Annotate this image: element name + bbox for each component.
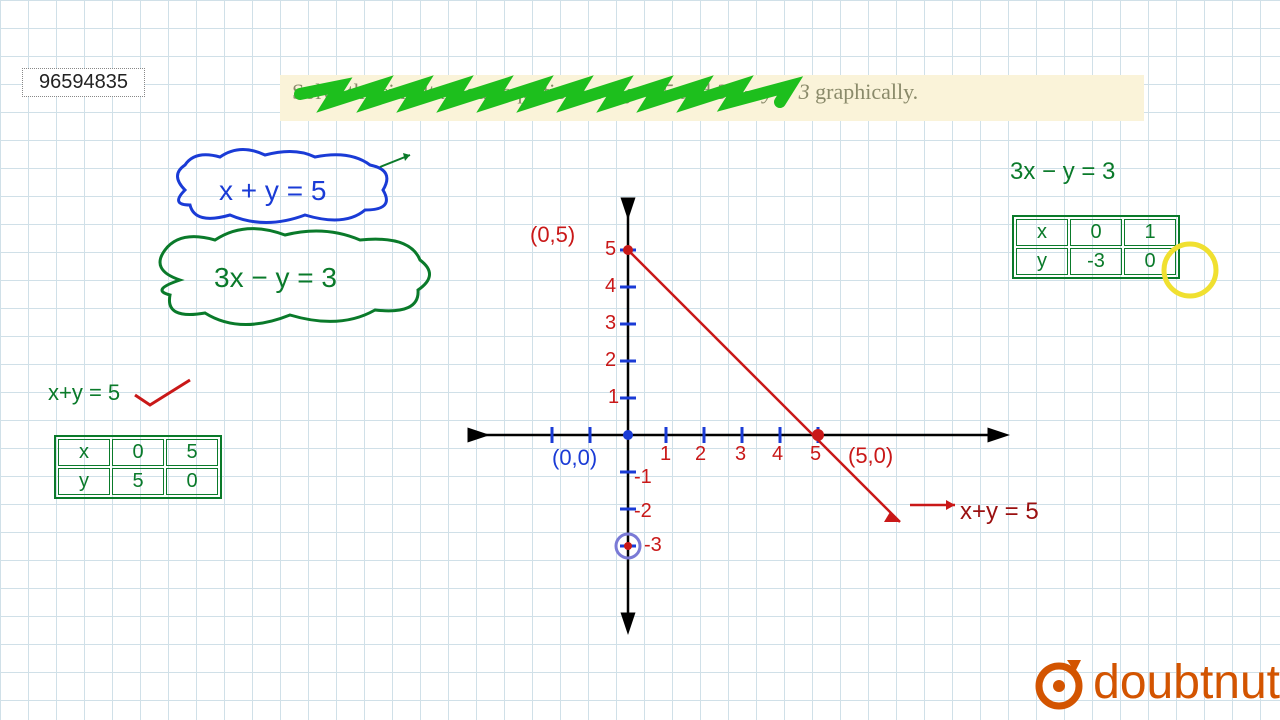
ytick: 3	[605, 312, 616, 335]
cell: 5	[166, 439, 218, 466]
ytick: -3	[644, 534, 662, 557]
table-row: y -3 0	[1016, 248, 1176, 275]
cell: 5	[112, 468, 164, 495]
cell: -3	[1070, 248, 1122, 275]
ytick: -2	[634, 500, 652, 523]
ytick: 1	[608, 386, 619, 409]
q-mid: and	[679, 79, 716, 104]
cell: y	[58, 468, 110, 495]
q-eq1: x + y = 5	[591, 79, 673, 104]
question-id: 96594835	[22, 68, 145, 97]
q-suffix: graphically.	[815, 79, 918, 104]
coordinate-graph	[470, 200, 1010, 640]
ytick: 5	[605, 238, 616, 261]
q-prefix: Solve the simultaneous equations	[292, 79, 591, 104]
cell: x	[1016, 219, 1068, 246]
cloud-eq1-text: x + y = 5	[195, 165, 350, 217]
cell: x	[58, 439, 110, 466]
label-origin: (0,0)	[552, 445, 597, 471]
yellow-circle	[1160, 240, 1230, 310]
label-0-5: (0,5)	[530, 222, 575, 248]
table-right-title: 3x − y = 3	[1010, 158, 1115, 186]
cloud-eq2-text: 3x − y = 3	[190, 252, 361, 304]
table-left: x 0 5 y 5 0	[54, 435, 222, 499]
label-5-0: (5,0)	[848, 443, 893, 469]
red-check	[130, 380, 200, 410]
cell: y	[1016, 248, 1068, 275]
line1-label: x+y = 5	[960, 498, 1039, 526]
ytick: -1	[634, 466, 652, 489]
xtick: 2	[695, 443, 706, 466]
logo-icon	[1031, 654, 1087, 710]
cell: 0	[166, 468, 218, 495]
logo-text: doubtnut	[1093, 655, 1280, 710]
ytick: 2	[605, 349, 616, 372]
table-row: y 5 0	[58, 468, 218, 495]
question-text: Solve the simultaneous equations x + y =…	[280, 75, 1144, 121]
doubtnut-logo: doubtnut	[1031, 654, 1280, 710]
ytick: 4	[605, 275, 616, 298]
table-row: x 0 1	[1016, 219, 1176, 246]
table-row: x 0 5	[58, 439, 218, 466]
xtick: 3	[735, 443, 746, 466]
table-right: x 0 1 y -3 0	[1012, 215, 1180, 279]
cell: 0	[1070, 219, 1122, 246]
xtick: 4	[772, 443, 783, 466]
cell: 0	[112, 439, 164, 466]
q-eq2: 3x − y = 3	[716, 79, 809, 104]
xtick: 5	[810, 443, 821, 466]
table-left-title: x+y = 5	[48, 380, 120, 406]
xtick: 1	[660, 443, 671, 466]
